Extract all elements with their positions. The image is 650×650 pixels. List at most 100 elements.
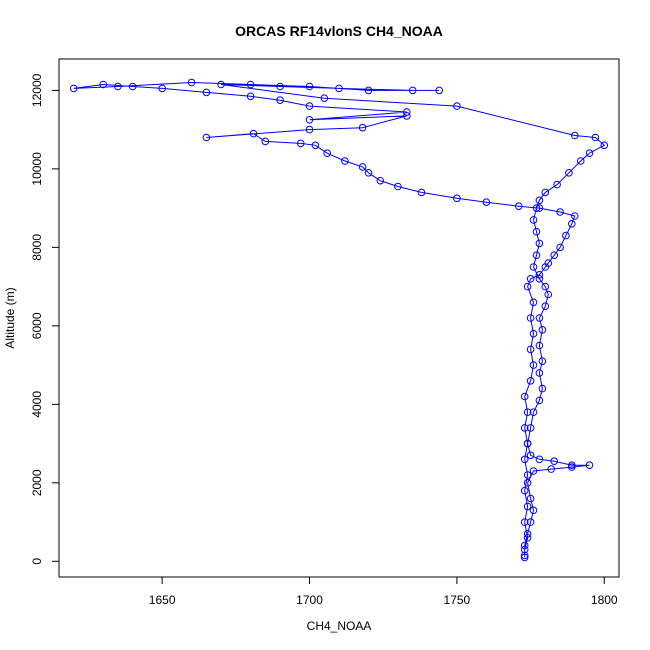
data-point (538, 326, 547, 334)
data-point (544, 259, 553, 267)
data-point (585, 461, 594, 470)
data-point (556, 208, 564, 216)
data-point (529, 263, 538, 271)
data-point (358, 123, 367, 132)
data-point (535, 341, 544, 350)
data-point (553, 180, 561, 189)
data-point (523, 408, 532, 417)
data-point (523, 282, 532, 291)
data-point (341, 157, 349, 165)
data-point (520, 455, 529, 464)
data-point (246, 80, 255, 89)
data-point (523, 439, 532, 448)
data-point (532, 204, 541, 212)
y-axis: 0 2000 4000 6000 8000 10000 12000 (30, 73, 60, 565)
data-point (535, 369, 544, 377)
data-point (535, 239, 544, 248)
data-point (520, 392, 529, 401)
data-point (520, 518, 529, 526)
data-point (296, 139, 305, 148)
data-point (529, 329, 538, 338)
x-axis: 1650 1700 1750 1800 (149, 576, 618, 607)
data-point (305, 82, 314, 91)
data-point (529, 298, 538, 307)
data-point (453, 102, 461, 110)
chart-title: ORCAS RF14vlonS CH4_NOAA (235, 23, 443, 39)
data-point (600, 141, 609, 150)
data-point (128, 82, 137, 91)
data-point (249, 129, 258, 138)
y-tick-label: 4000 (30, 391, 44, 418)
data-point (520, 545, 529, 554)
data-point (69, 84, 78, 93)
plot-frame (58, 58, 620, 578)
data-point (435, 86, 444, 95)
data-point (261, 137, 270, 146)
data-point (526, 314, 535, 322)
data-point (541, 188, 550, 197)
data-point (547, 465, 556, 473)
y-axis-label: Altitude (m) (3, 287, 17, 348)
data-point (305, 102, 314, 110)
data-point (520, 551, 529, 560)
data-point (320, 94, 329, 102)
data-point (246, 92, 255, 101)
data-point (335, 84, 343, 93)
data-point (523, 479, 532, 487)
data-point (529, 408, 538, 417)
data-point (323, 149, 332, 157)
x-axis-label: CH4_NOAA (307, 619, 372, 633)
data-point (526, 345, 535, 354)
data-point (520, 553, 529, 562)
series-line (73, 81, 606, 558)
data-point (562, 231, 570, 240)
x-tick-label: 1800 (591, 593, 618, 607)
data-point (550, 251, 559, 259)
x-tick-label: 1650 (149, 593, 176, 607)
data-point (568, 461, 576, 470)
data-point (364, 169, 373, 177)
data-point (544, 290, 553, 299)
data-point (526, 451, 535, 460)
data-point (305, 125, 314, 134)
data-point (202, 88, 211, 97)
data-point (520, 486, 529, 495)
data-point (523, 534, 532, 542)
data-point (565, 169, 573, 177)
data-point (535, 314, 544, 322)
data-point (535, 275, 544, 283)
data-point (523, 502, 532, 511)
data-point (99, 80, 107, 89)
data-point (276, 82, 284, 91)
x-tick-label: 1750 (444, 593, 471, 607)
data-point (187, 78, 196, 87)
data-point (526, 424, 535, 432)
data-point (568, 220, 576, 228)
data-point (526, 275, 535, 283)
data-point (538, 384, 547, 393)
data-point (571, 212, 579, 220)
data-point (532, 251, 541, 259)
data-point (311, 141, 320, 150)
data-point (535, 455, 544, 464)
x-tick-label: 1700 (296, 593, 323, 607)
data-point (585, 149, 594, 157)
y-tick-label: 0 (30, 558, 44, 565)
data-point (529, 506, 538, 515)
data-point (523, 530, 532, 538)
data-point (529, 467, 538, 475)
data-point (526, 518, 535, 526)
data-point (576, 157, 585, 165)
data-point (538, 357, 547, 366)
data-point (114, 82, 122, 91)
data-point (541, 282, 550, 291)
data-point (532, 227, 541, 236)
data-point (529, 361, 538, 369)
data-point (520, 541, 529, 550)
data-point (276, 96, 284, 104)
data-point (571, 131, 579, 140)
data-point (217, 80, 225, 89)
y-tick-label: 2000 (30, 469, 44, 496)
y-tick-label: 8000 (30, 234, 44, 261)
